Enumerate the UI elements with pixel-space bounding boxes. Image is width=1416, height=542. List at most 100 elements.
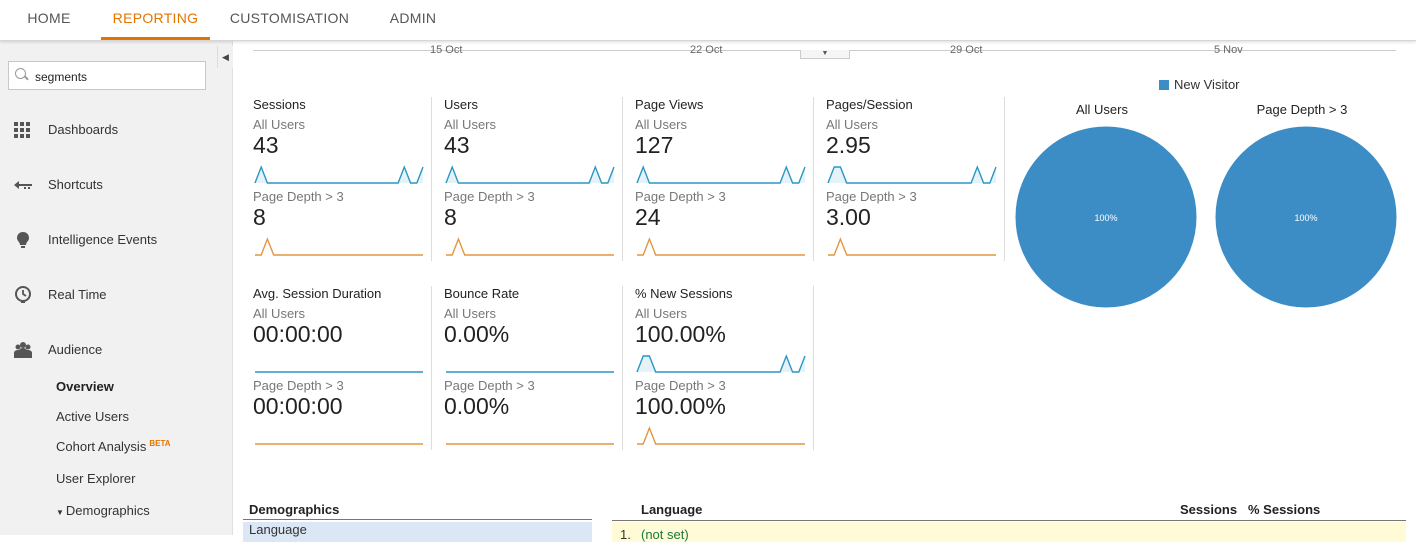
sparkline [255, 237, 423, 256]
sparkline [254, 165, 424, 184]
metric-value: 00:00:00 [253, 393, 343, 419]
tab-home[interactable]: HOME [27, 10, 71, 26]
pie-title-page-depth: Page Depth > 3 [1256, 102, 1348, 117]
sidebar-subitem-overview[interactable]: Overview [56, 379, 114, 394]
sparkline-line [255, 237, 423, 256]
tab-reporting[interactable]: REPORTING [101, 0, 210, 40]
metric-segment-label: All Users [444, 306, 497, 321]
sidebar-subitem-active-users[interactable]: Active Users [56, 409, 129, 424]
sidebar-item-intelligence-events[interactable]: Intelligence Events [0, 225, 216, 255]
shortcut-arrow-icon [14, 181, 32, 189]
demographics-header: Demographics [243, 502, 592, 520]
sidebar-subitem-user-explorer[interactable]: User Explorer [56, 471, 136, 486]
metric-value: 43 [253, 132, 279, 158]
language-table-header: Language Sessions % Sessions [612, 502, 1406, 521]
sparkline-area [255, 167, 423, 183]
sparkline-line [446, 237, 614, 256]
collapse-sidebar-button[interactable]: ◀ [217, 46, 233, 68]
sparkline-area [828, 167, 996, 183]
sidebar-item-label: Intelligence Events [48, 232, 158, 247]
sparkline-line [637, 237, 805, 256]
metric-name: Avg. Session Duration [253, 286, 382, 301]
metric-name: Users [444, 97, 478, 112]
demographics-row-language[interactable]: Language [243, 522, 592, 542]
metric-avg-session-duration[interactable]: Avg. Session Duration All Users 00:00:00 Pa… [253, 286, 432, 450]
metric-value: 00:00:00 [253, 321, 343, 347]
legend-label: New Visitor [1174, 77, 1240, 92]
metric-value: 2.95 [826, 132, 871, 158]
sidebar-item-shortcuts[interactable]: Shortcuts [0, 170, 216, 200]
sparkline-line [637, 426, 805, 445]
metric-name: Page Views [635, 97, 704, 112]
pie-slice-label: 100% [1094, 213, 1117, 223]
metric-segment-label: All Users [444, 117, 497, 132]
pie-slice-label: 100% [1294, 213, 1317, 223]
metric-value: 0.00% [444, 393, 510, 419]
sidebar-item-dashboards[interactable]: Dashboards [0, 115, 216, 145]
metric-segment-label: All Users [826, 117, 879, 132]
sessions-column-header[interactable]: Sessions [1180, 502, 1238, 517]
metric-segment-label: All Users [253, 117, 306, 132]
chevron-down-icon: ▼ [821, 50, 829, 57]
sparkline-area [446, 167, 614, 183]
search-icon [15, 68, 26, 79]
sidebar-item-real-time[interactable]: Real Time [0, 280, 216, 310]
metric-value: 0.00% [444, 321, 510, 347]
sparkline-line [636, 354, 806, 373]
metric-segment-label: Page Depth > 3 [826, 189, 917, 204]
timeline-label: 15 Oct [430, 44, 463, 56]
lightbulb-icon [17, 232, 29, 248]
pct-sessions-column-header[interactable]: % Sessions [1248, 502, 1321, 517]
sidebar-item-label: Real Time [48, 287, 107, 302]
legend-swatch [1159, 80, 1169, 90]
sparkline-line [636, 165, 806, 184]
beta-badge: BETA [149, 439, 171, 448]
timeline-label: 29 Oct [950, 44, 983, 56]
sidebar-subitem-demographics[interactable]: ▼ Demographics [56, 503, 150, 518]
chevron-left-icon: ◀ [222, 52, 229, 62]
sparkline [636, 165, 806, 184]
sparkline [446, 443, 614, 445]
pie-chart-all-users[interactable]: 100% [1014, 125, 1198, 309]
metric-new-sessions[interactable]: % New Sessions All Users 100.00% Page Depth… [635, 286, 814, 450]
metric-value: 8 [253, 204, 266, 230]
metric-segment-label: All Users [253, 306, 306, 321]
timeline-label: 22 Oct [690, 44, 723, 56]
metric-value: 100.00% [635, 321, 726, 347]
metric-value: 43 [444, 132, 470, 158]
sparkline-area [637, 356, 805, 372]
table-row[interactable]: 1. (not set) [612, 522, 1406, 542]
pie-slice[interactable] [1214, 125, 1398, 309]
metric-segment-label: Page Depth > 3 [253, 189, 344, 204]
sidebar-item-label: Dashboards [48, 122, 119, 137]
sidebar-subitem-cohort-analysis[interactable]: Cohort Analysis BETA [56, 439, 171, 454]
cohort-analysis-label: Cohort Analysis [56, 439, 147, 454]
pie-slice[interactable] [1014, 125, 1198, 309]
metric-value: 3.00 [826, 204, 871, 230]
metric-segment-label: Page Depth > 3 [635, 189, 726, 204]
metric-page-views[interactable]: Page Views All Users 127 Page Depth > 3 24 [635, 97, 814, 261]
tab-admin[interactable]: ADMIN [389, 10, 437, 26]
caret-down-icon: ▼ [56, 508, 64, 517]
timeline-expand-handle[interactable]: ▼ [800, 50, 850, 59]
search-box[interactable] [8, 61, 206, 90]
tab-customisation[interactable]: CUSTOMISATION [229, 10, 350, 26]
sparkline [637, 237, 805, 256]
pie-chart-page-depth[interactable]: 100% [1214, 125, 1398, 309]
metric-name: Sessions [253, 97, 306, 112]
sparkline [828, 237, 996, 256]
sparkline [446, 371, 614, 373]
pie-title-all-users: All Users [1075, 102, 1128, 117]
metric-pages-per-session[interactable]: Pages/Session All Users 2.95 Page Depth > 3… [826, 97, 1005, 261]
main-content: 15 Oct 22 Oct 29 Oct 5 Nov ▼ Sessions All… [233, 41, 1416, 542]
sparkline [255, 371, 423, 373]
top-navigation: HOME REPORTING CUSTOMISATION ADMIN [0, 0, 1416, 41]
sidebar-item-audience[interactable]: Audience [0, 335, 216, 365]
sparkline [637, 426, 805, 445]
metric-segment-label: All Users [635, 117, 688, 132]
search-input[interactable] [33, 66, 205, 88]
metric-name: % New Sessions [635, 286, 733, 301]
